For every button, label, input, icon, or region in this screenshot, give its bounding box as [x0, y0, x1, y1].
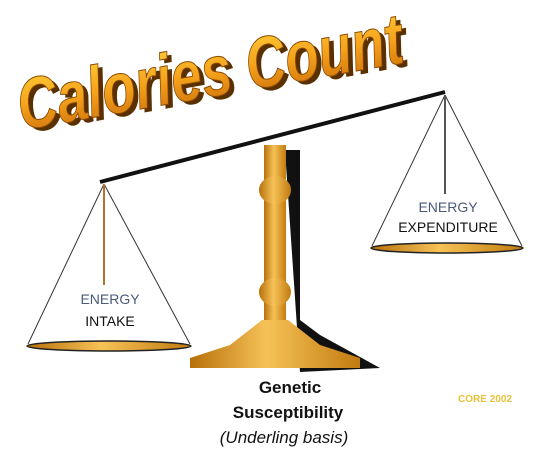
pan-label: ENERGY: [80, 291, 140, 307]
pan: [26, 340, 192, 352]
base-note: (Underling basis): [220, 428, 349, 447]
pillar-knob: [259, 278, 291, 306]
pillar-shadow: [285, 150, 380, 372]
right-pan: ENERGY EXPENDITURE: [370, 94, 524, 254]
pillar-knob: [259, 176, 291, 204]
pillar: [264, 145, 286, 335]
title-group: Calories Count Calories Count: [10, 0, 415, 149]
string: [371, 94, 446, 247]
pan-label: ENERGY: [418, 199, 478, 215]
credit: CORE 2002: [458, 394, 512, 405]
string: [103, 183, 191, 345]
pan: [370, 242, 524, 254]
base-label: Genetic: [259, 378, 321, 397]
string: [444, 94, 523, 247]
base-label: Susceptibility: [233, 403, 344, 422]
pan-label: EXPENDITURE: [398, 219, 498, 235]
beam: [99, 90, 446, 184]
string: [27, 183, 105, 345]
title: Calories Count: [11, 0, 411, 146]
left-pan: ENERGY INTAKE: [26, 183, 192, 352]
base: [190, 320, 360, 368]
pan-label: INTAKE: [85, 313, 135, 329]
